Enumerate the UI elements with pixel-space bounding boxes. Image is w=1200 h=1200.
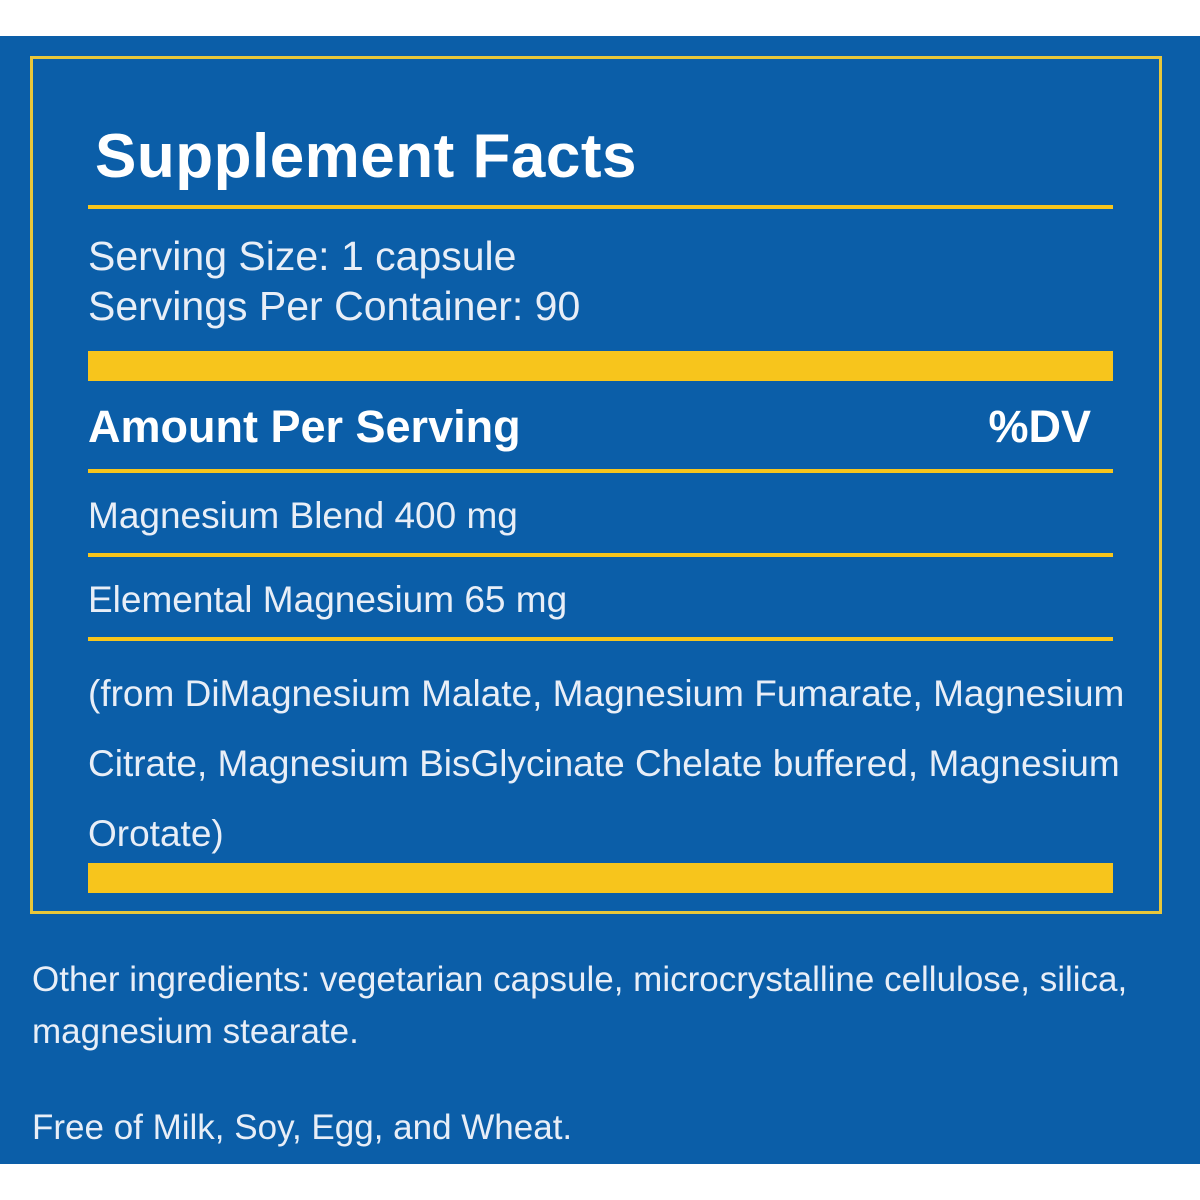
magnesium-sources: (from DiMagnesium Malate, Magnesium Fuma… [88,673,1125,854]
servings-per-container: Servings Per Container: 90 [88,283,581,329]
label-panel: Supplement Facts Serving Size: 1 capsule… [0,36,1200,1164]
facts-title: Supplement Facts [95,122,637,191]
daily-value-header: %DV [988,401,1091,452]
allergen-statement: Free of Milk, Soy, Egg, and Wheat. [32,1108,573,1147]
amount-per-serving-header: Amount Per Serving [88,401,521,452]
divider-thick-bottom [88,863,1113,893]
row-elemental-magnesium: Elemental Magnesium 65 mg [88,579,568,620]
divider-row-1 [88,553,1113,557]
row-magnesium-blend: Magnesium Blend 400 mg [88,495,518,536]
supplement-facts-box: Supplement Facts Serving Size: 1 capsule… [30,56,1162,914]
divider-thick-top [88,351,1113,381]
serving-size: Serving Size: 1 capsule [88,233,517,279]
divider-under-title [88,205,1113,209]
divider-under-header [88,469,1113,473]
other-ingredients: Other ingredients: vegetarian capsule, m… [32,960,1128,1051]
divider-row-2 [88,637,1113,641]
